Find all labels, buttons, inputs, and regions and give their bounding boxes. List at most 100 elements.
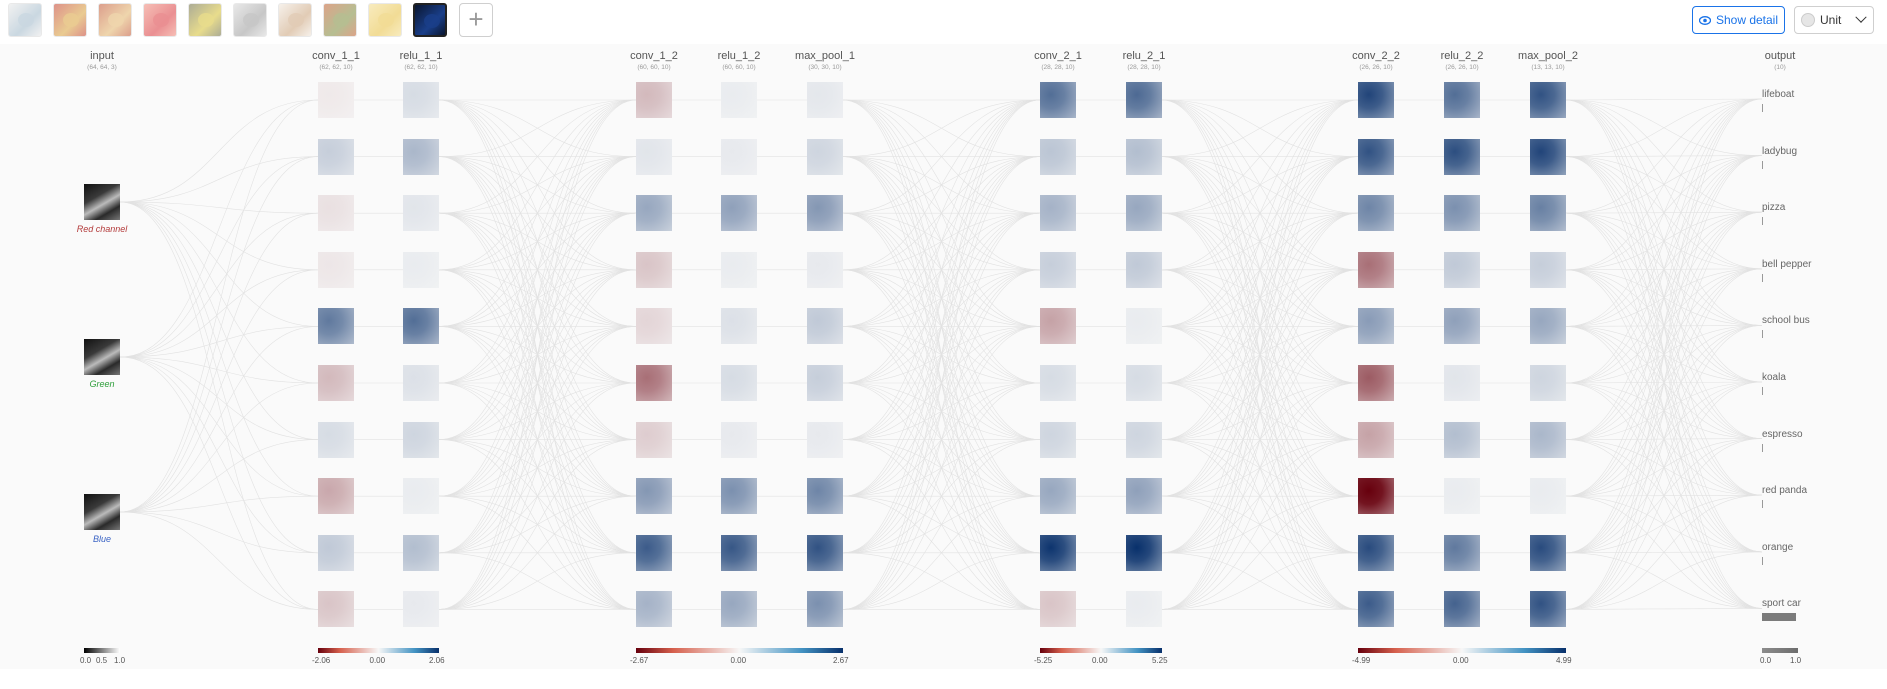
feature-map[interactable] xyxy=(1444,365,1480,401)
feature-map[interactable] xyxy=(403,82,439,118)
feature-map[interactable] xyxy=(1126,591,1162,628)
image-thumbnail-lifeboat[interactable] xyxy=(8,3,42,37)
feature-map[interactable] xyxy=(403,478,439,515)
feature-map[interactable] xyxy=(1358,478,1394,515)
feature-map[interactable] xyxy=(636,138,672,175)
feature-map[interactable] xyxy=(1126,534,1162,571)
feature-map[interactable] xyxy=(1444,138,1480,175)
feature-map[interactable] xyxy=(1444,534,1480,571)
feature-map[interactable] xyxy=(1530,308,1566,345)
feature-map[interactable] xyxy=(1126,195,1162,232)
feature-map[interactable] xyxy=(1530,365,1566,401)
feature-map[interactable] xyxy=(1126,82,1162,118)
feature-map[interactable] xyxy=(1358,82,1394,118)
feature-map[interactable] xyxy=(636,534,672,571)
feature-map[interactable] xyxy=(1040,82,1076,118)
feature-map[interactable] xyxy=(807,82,843,118)
feature-map[interactable] xyxy=(1040,365,1076,401)
feature-map[interactable] xyxy=(807,138,843,175)
feature-map[interactable] xyxy=(1358,365,1394,401)
feature-map[interactable] xyxy=(636,251,672,288)
feature-map[interactable] xyxy=(807,591,843,628)
feature-map[interactable] xyxy=(1126,308,1162,345)
image-thumbnail-pizza[interactable] xyxy=(98,3,132,37)
feature-map[interactable] xyxy=(636,365,672,401)
image-thumbnail-red-panda[interactable] xyxy=(323,3,357,37)
feature-map[interactable] xyxy=(1358,534,1394,571)
feature-map[interactable] xyxy=(1358,308,1394,345)
feature-map[interactable] xyxy=(1126,138,1162,175)
feature-map[interactable] xyxy=(1126,251,1162,288)
feature-map[interactable] xyxy=(318,591,354,628)
feature-map[interactable] xyxy=(403,138,439,175)
output-class-label[interactable]: bell pepper xyxy=(1762,258,1812,270)
output-class-label[interactable]: orange xyxy=(1762,541,1794,553)
feature-map[interactable] xyxy=(636,308,672,345)
feature-map[interactable] xyxy=(1444,82,1480,118)
input-channel-3[interactable] xyxy=(84,494,120,530)
feature-map[interactable] xyxy=(721,138,757,175)
add-image-button[interactable]: + xyxy=(459,3,493,37)
output-class-label[interactable]: sport car xyxy=(1762,598,1801,610)
feature-map[interactable] xyxy=(318,421,354,458)
output-class-label[interactable]: pizza xyxy=(1762,202,1786,214)
feature-map[interactable] xyxy=(1126,421,1162,458)
image-thumbnail-orange[interactable] xyxy=(368,3,402,37)
output-class-label[interactable]: espresso xyxy=(1762,428,1803,440)
feature-map[interactable] xyxy=(1358,138,1394,175)
feature-map[interactable] xyxy=(1040,195,1076,232)
feature-map[interactable] xyxy=(1358,195,1394,232)
input-channel-2[interactable] xyxy=(84,339,120,375)
show-detail-button[interactable]: Show detail xyxy=(1692,6,1785,34)
feature-map[interactable] xyxy=(636,421,672,458)
feature-map[interactable] xyxy=(721,251,757,288)
feature-map[interactable] xyxy=(1444,251,1480,288)
feature-map[interactable] xyxy=(1530,195,1566,232)
feature-map[interactable] xyxy=(318,534,354,571)
feature-map[interactable] xyxy=(1530,251,1566,288)
feature-map[interactable] xyxy=(1040,308,1076,345)
feature-map[interactable] xyxy=(807,308,843,345)
feature-map[interactable] xyxy=(1530,138,1566,175)
feature-map[interactable] xyxy=(1040,591,1076,628)
output-class-label[interactable]: koala xyxy=(1762,372,1786,383)
image-thumbnail-bell-pepper[interactable] xyxy=(143,3,177,37)
feature-map[interactable] xyxy=(318,195,354,232)
feature-map[interactable] xyxy=(636,195,672,232)
feature-map[interactable] xyxy=(403,308,439,345)
input-channel-1[interactable] xyxy=(84,184,120,220)
feature-map[interactable] xyxy=(1040,534,1076,571)
feature-map[interactable] xyxy=(1126,478,1162,515)
feature-map[interactable] xyxy=(1444,478,1480,515)
feature-map[interactable] xyxy=(807,478,843,515)
output-class-label[interactable]: ladybug xyxy=(1762,145,1798,157)
feature-map[interactable] xyxy=(1530,591,1566,628)
feature-map[interactable] xyxy=(318,365,354,401)
feature-map[interactable] xyxy=(1126,365,1162,401)
output-class-label[interactable]: red panda xyxy=(1762,485,1808,497)
feature-map[interactable] xyxy=(636,82,672,118)
image-thumbnail-espresso[interactable] xyxy=(278,3,312,37)
image-thumbnail-school-bus[interactable] xyxy=(188,3,222,37)
feature-map[interactable] xyxy=(318,251,354,288)
feature-map[interactable] xyxy=(1530,478,1566,515)
feature-map[interactable] xyxy=(318,138,354,175)
feature-map[interactable] xyxy=(1040,251,1076,288)
feature-map[interactable] xyxy=(1444,308,1480,345)
feature-map[interactable] xyxy=(636,591,672,628)
feature-map[interactable] xyxy=(403,421,439,458)
image-thumbnail-sport-car[interactable] xyxy=(413,3,447,37)
feature-map[interactable] xyxy=(1040,138,1076,175)
feature-map[interactable] xyxy=(1040,478,1076,515)
image-thumbnail-ladybug[interactable] xyxy=(53,3,87,37)
feature-map[interactable] xyxy=(721,365,757,401)
feature-map[interactable] xyxy=(1444,421,1480,458)
feature-map[interactable] xyxy=(1530,534,1566,571)
feature-map[interactable] xyxy=(318,82,354,118)
feature-map[interactable] xyxy=(403,534,439,571)
feature-map[interactable] xyxy=(403,251,439,288)
feature-map[interactable] xyxy=(318,308,354,345)
feature-map[interactable] xyxy=(721,82,757,118)
feature-map[interactable] xyxy=(1358,251,1394,288)
feature-map[interactable] xyxy=(721,591,757,628)
